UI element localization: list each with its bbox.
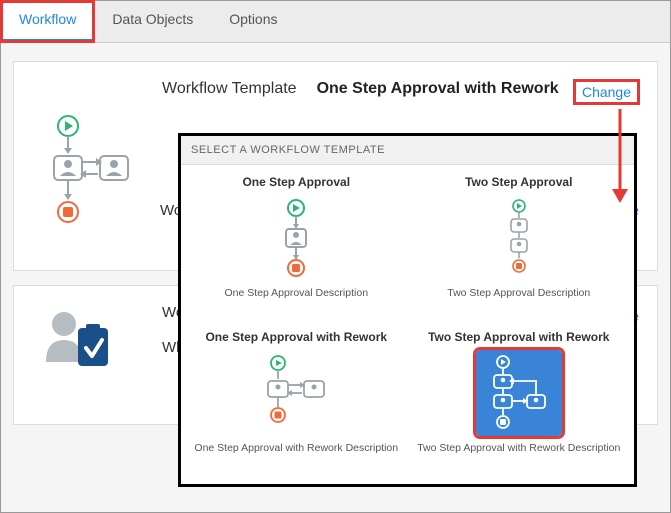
template-option-desc: One Step Approval with Rework Descriptio… [194,442,398,454]
tab-bar: Workflow Data Objects Options [1,1,670,43]
dialog-title: SELECT A WORKFLOW TEMPLATE [181,136,634,165]
annotation-arrow-icon [610,109,630,205]
select-template-dialog: SELECT A WORKFLOW TEMPLATE One Step Appr… [178,133,637,487]
template-value: One Step Approval with Rework [317,80,559,98]
template-option-two-step-rework[interactable]: Two Step Approval with Rework [408,326,631,481]
template-option-desc: Two Step Approval with Rework Descriptio… [417,442,620,454]
user-clipboard-icon [42,308,114,372]
template-option-two-step[interactable]: Two Step Approval Two Step Approval Desc… [408,171,631,326]
tab-workflow[interactable]: Workflow [1,1,94,42]
one-step-diagram-icon [271,198,321,278]
one-step-rework-diagram-icon [256,353,336,433]
template-option-desc: One Step Approval Description [224,287,368,299]
tab-options[interactable]: Options [211,1,295,42]
template-option-title: One Step Approval [242,175,350,189]
two-step-rework-diagram-icon [483,353,555,433]
dialog-body: One Step Approval One Step Approval Desc… [181,165,634,484]
workflow-diagram-icon [40,112,140,232]
template-option-desc: Two Step Approval Description [447,287,590,299]
change-link[interactable]: Change [574,80,639,104]
two-step-diagram-icon [494,198,544,278]
template-option-one-step[interactable]: One Step Approval One Step Approval Desc… [185,171,408,326]
template-option-title: One Step Approval with Rework [205,330,387,344]
template-option-one-step-rework[interactable]: One Step Approval with Rework [185,326,408,481]
template-option-title: Two Step Approval with Rework [428,330,609,344]
template-label: Workflow Template [162,80,297,98]
tab-data-objects[interactable]: Data Objects [94,1,211,42]
template-option-title: Two Step Approval [465,175,572,189]
